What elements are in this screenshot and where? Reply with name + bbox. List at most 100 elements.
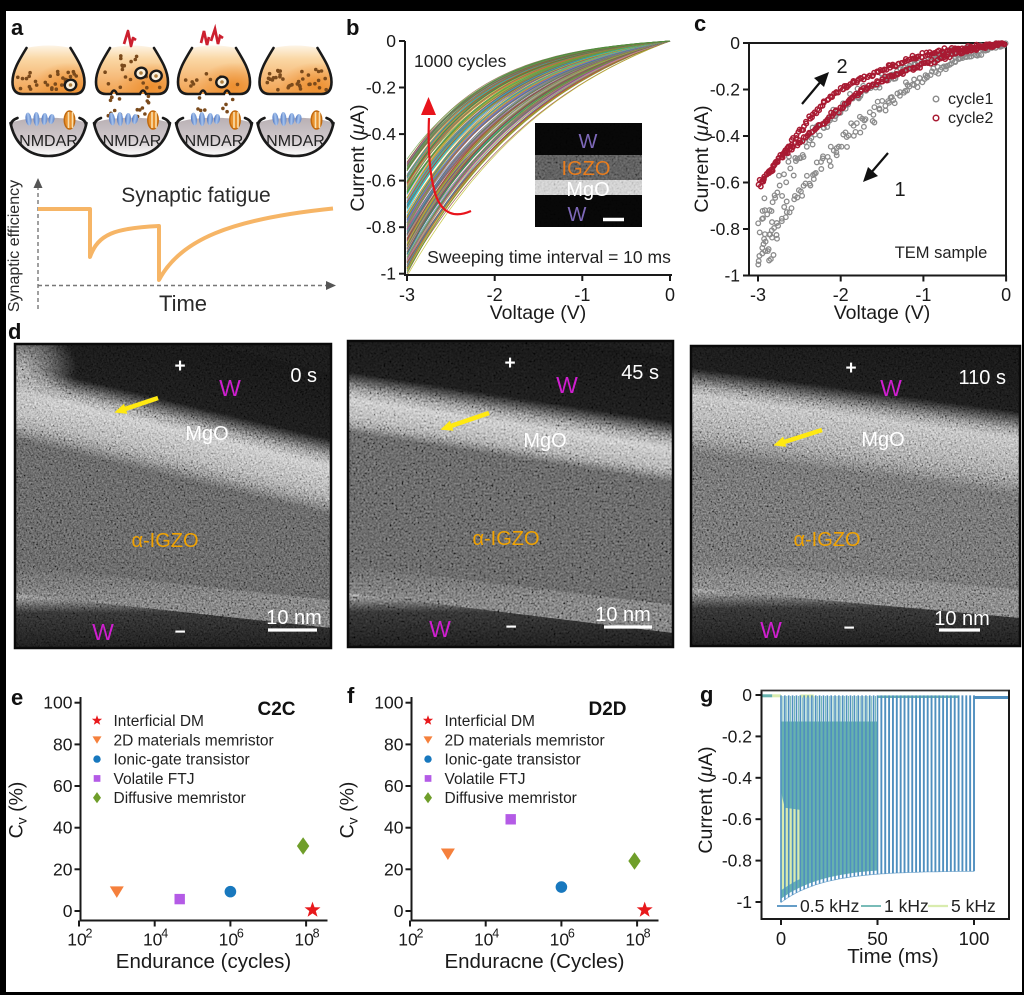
svg-text:-0.2: -0.2 bbox=[710, 80, 740, 100]
svg-text:10 nm: 10 nm bbox=[934, 608, 990, 630]
svg-text:IGZO: IGZO bbox=[562, 158, 611, 180]
svg-text:50: 50 bbox=[867, 928, 888, 949]
svg-text:Sweeping time interval = 10 ms: Sweeping time interval = 10 ms bbox=[427, 247, 671, 267]
svg-text:NMDAR: NMDAR bbox=[185, 133, 244, 150]
svg-text:+: + bbox=[504, 353, 515, 374]
svg-text:Ionic-gate transistor: Ionic-gate transistor bbox=[445, 752, 581, 769]
svg-text:5 kHz: 5 kHz bbox=[951, 896, 996, 916]
svg-text:-2: -2 bbox=[487, 285, 503, 305]
svg-text:MgO: MgO bbox=[861, 429, 904, 451]
svg-text:Synaptic efficiency: Synaptic efficiency bbox=[6, 180, 23, 312]
svg-text:6: 6 bbox=[568, 927, 575, 941]
svg-text:Synaptic fatigue: Synaptic fatigue bbox=[121, 184, 270, 207]
svg-text:4: 4 bbox=[492, 927, 499, 941]
svg-text:TEM sample: TEM sample bbox=[895, 244, 988, 262]
svg-text:10: 10 bbox=[67, 930, 87, 950]
svg-text:e: e bbox=[11, 685, 23, 710]
svg-text:Time (ms): Time (ms) bbox=[847, 945, 938, 968]
svg-text:6: 6 bbox=[237, 927, 244, 941]
svg-text:60: 60 bbox=[384, 776, 404, 796]
svg-text:10: 10 bbox=[143, 930, 163, 950]
svg-text:Current (μA): Current (μA) bbox=[695, 746, 717, 853]
svg-text:0 s: 0 s bbox=[290, 365, 317, 387]
svg-text:10 nm: 10 nm bbox=[595, 604, 651, 626]
svg-text:Time: Time bbox=[159, 291, 207, 316]
svg-text:W: W bbox=[429, 616, 451, 642]
svg-text:-0.8: -0.8 bbox=[366, 217, 396, 237]
svg-text:Endurance (cycles): Endurance (cycles) bbox=[116, 950, 291, 973]
svg-text:4: 4 bbox=[161, 927, 168, 941]
svg-text:-0.6: -0.6 bbox=[710, 173, 740, 193]
svg-text:W: W bbox=[880, 375, 902, 401]
svg-text:0.5 kHz: 0.5 kHz bbox=[800, 896, 859, 916]
svg-text:−: − bbox=[843, 618, 854, 639]
svg-text:10: 10 bbox=[625, 930, 645, 950]
svg-text:8: 8 bbox=[313, 927, 320, 941]
svg-text:100: 100 bbox=[959, 928, 990, 949]
svg-text:-1: -1 bbox=[574, 285, 590, 305]
svg-text:0: 0 bbox=[386, 31, 396, 51]
svg-text:100: 100 bbox=[43, 693, 72, 713]
svg-text:MgO: MgO bbox=[566, 179, 609, 201]
svg-text:2D materials memristor: 2D materials memristor bbox=[445, 732, 605, 749]
svg-text:40: 40 bbox=[384, 818, 404, 838]
svg-text:-0.8: -0.8 bbox=[722, 851, 752, 871]
svg-text:W: W bbox=[579, 131, 598, 153]
svg-text:40: 40 bbox=[53, 818, 73, 838]
svg-text:-0.4: -0.4 bbox=[722, 768, 752, 788]
svg-text:W: W bbox=[760, 617, 782, 643]
svg-text:0: 0 bbox=[665, 285, 675, 305]
svg-text:2: 2 bbox=[86, 927, 93, 941]
svg-text:8: 8 bbox=[644, 927, 651, 941]
svg-text:0: 0 bbox=[63, 901, 73, 921]
svg-text:Voltage (V): Voltage (V) bbox=[834, 302, 930, 324]
svg-text:g: g bbox=[700, 682, 713, 707]
svg-text:-0.2: -0.2 bbox=[366, 78, 396, 98]
svg-text:-1: -1 bbox=[915, 285, 931, 305]
svg-text:W: W bbox=[219, 375, 241, 401]
svg-text:10: 10 bbox=[474, 930, 494, 950]
svg-text:+: + bbox=[845, 358, 856, 379]
svg-text:W: W bbox=[556, 372, 578, 398]
svg-text:2D materials memristor: 2D materials memristor bbox=[114, 732, 274, 749]
svg-text:10: 10 bbox=[219, 930, 239, 950]
svg-text:d: d bbox=[8, 319, 21, 344]
svg-text:10: 10 bbox=[550, 930, 570, 950]
svg-text:NMDAR: NMDAR bbox=[19, 133, 78, 150]
svg-text:W: W bbox=[568, 204, 587, 226]
svg-text:-0.8: -0.8 bbox=[710, 219, 740, 239]
svg-text:1 kHz: 1 kHz bbox=[884, 896, 929, 916]
svg-text:f: f bbox=[347, 683, 355, 708]
svg-text:20: 20 bbox=[384, 859, 404, 879]
svg-text:2: 2 bbox=[417, 927, 424, 941]
svg-text:0: 0 bbox=[776, 928, 786, 949]
svg-text:Interficial DM: Interficial DM bbox=[114, 713, 204, 730]
svg-text:Voltage (V): Voltage (V) bbox=[490, 302, 586, 324]
svg-text:c: c bbox=[694, 11, 706, 36]
svg-text:80: 80 bbox=[384, 734, 404, 754]
svg-text:60: 60 bbox=[53, 776, 73, 796]
svg-text:-3: -3 bbox=[750, 285, 766, 305]
svg-text:Cv (%): Cv (%) bbox=[337, 782, 361, 839]
svg-text:Diffusive memristor: Diffusive memristor bbox=[114, 790, 246, 807]
svg-text:0: 0 bbox=[730, 33, 740, 53]
svg-text:-3: -3 bbox=[399, 285, 415, 305]
svg-text:α-IGZO: α-IGZO bbox=[793, 529, 860, 551]
svg-text:10 nm: 10 nm bbox=[266, 607, 322, 629]
svg-text:Interficial DM: Interficial DM bbox=[445, 713, 535, 730]
svg-text:NMDAR: NMDAR bbox=[103, 133, 162, 150]
svg-text:2: 2 bbox=[836, 56, 847, 78]
svg-text:45 s: 45 s bbox=[621, 362, 659, 384]
svg-text:-0.6: -0.6 bbox=[722, 809, 752, 829]
svg-text:Volatile FTJ: Volatile FTJ bbox=[445, 771, 526, 788]
svg-text:20: 20 bbox=[53, 859, 73, 879]
svg-text:b: b bbox=[346, 15, 359, 40]
svg-text:-0.6: -0.6 bbox=[366, 171, 396, 191]
svg-text:α-IGZO: α-IGZO bbox=[131, 530, 198, 552]
svg-text:Current (μA): Current (μA) bbox=[691, 105, 713, 212]
svg-text:Cv (%): Cv (%) bbox=[6, 782, 30, 839]
svg-text:Volatile FTJ: Volatile FTJ bbox=[114, 771, 195, 788]
svg-text:MgO: MgO bbox=[523, 430, 566, 452]
svg-text:80: 80 bbox=[53, 734, 73, 754]
svg-text:1000 cycles: 1000 cycles bbox=[414, 51, 507, 71]
